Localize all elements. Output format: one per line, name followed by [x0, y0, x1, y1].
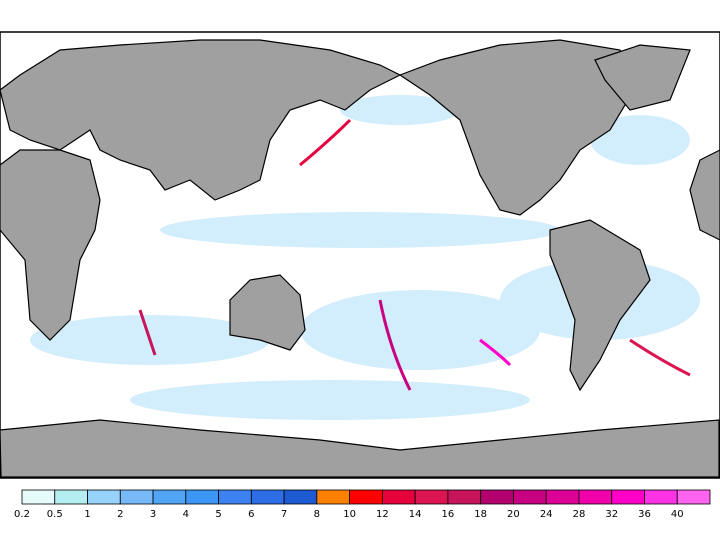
colorbar-label: 28	[573, 509, 586, 520]
africa-east-edge	[689, 149, 720, 241]
colorbar-box	[545, 489, 580, 505]
colorbar-box	[185, 489, 219, 505]
colorbar-label: 7	[281, 509, 287, 520]
colorbar-label: 1	[84, 509, 90, 520]
colorbar-label: 4	[183, 509, 189, 520]
north-america	[398, 39, 641, 216]
colorbar-box	[218, 489, 252, 505]
colorbar-label: 8	[314, 509, 320, 520]
colorbar-label: 18	[474, 509, 487, 520]
colorbar-label: 3	[150, 509, 156, 520]
colorbar-box	[349, 489, 383, 505]
colorbar-box	[480, 489, 514, 505]
colorbar-label: 20	[507, 509, 520, 520]
eurasia	[0, 39, 402, 201]
colorbar-box	[54, 489, 88, 505]
colorbar-label: 24	[540, 509, 553, 520]
south-america	[549, 219, 651, 392]
australia	[229, 274, 306, 351]
map	[0, 31, 720, 479]
colorbar-label: 5	[215, 509, 221, 520]
colorbar-label: 12	[376, 509, 389, 520]
colorbar-box	[152, 489, 187, 505]
colorbar-label: 40	[671, 509, 684, 520]
colorbar: 0.2 0.5 1 2 3 4 5 6 7 8 10 12 14 16 18 20 24 28 32 36 40	[14, 489, 711, 520]
colorbar-box	[87, 489, 121, 505]
colorbar-label: 36	[638, 509, 651, 520]
colorbar-box	[513, 489, 547, 505]
colorbar-box	[283, 489, 318, 505]
storm-bands	[138, 118, 691, 391]
colorbar-label: 0.2	[14, 509, 30, 520]
colorbar-label: 32	[605, 509, 618, 520]
colorbar-box	[447, 489, 482, 505]
colorbar-label: 16	[442, 509, 455, 520]
colorbar-box	[381, 489, 416, 505]
colorbar-label: 10	[343, 509, 356, 520]
colorbar-label: 6	[248, 509, 254, 520]
colorbar-label: 0.5	[47, 509, 63, 520]
colorbar-box	[644, 489, 678, 505]
colorbar-box	[21, 489, 56, 505]
greenland	[594, 44, 691, 111]
colorbar-box	[578, 489, 613, 505]
colorbar-box	[316, 489, 351, 505]
colorbar-box	[611, 489, 645, 505]
africa	[0, 149, 101, 341]
colorbar-box	[676, 489, 711, 505]
antarctica	[0, 419, 720, 478]
colorbar-box	[414, 489, 449, 505]
colorbar-label: 2	[117, 509, 123, 520]
colorbar-label: 14	[409, 509, 422, 520]
colorbar-box	[119, 489, 154, 505]
colorbar-box	[250, 489, 285, 505]
